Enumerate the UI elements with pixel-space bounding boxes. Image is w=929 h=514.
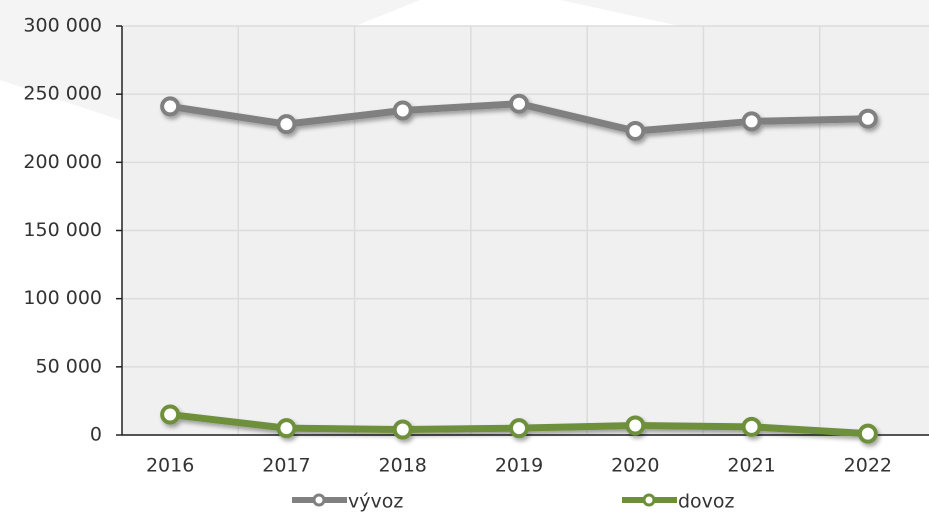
point <box>160 96 181 117</box>
point <box>392 419 413 440</box>
y-tick-label: 100 000 <box>23 287 102 309</box>
y-tick-label: 150 000 <box>23 219 102 241</box>
series <box>160 404 878 444</box>
series <box>160 93 878 141</box>
point <box>160 404 181 425</box>
point <box>392 100 413 121</box>
x-tick-label: 2021 <box>727 455 775 477</box>
x-tick-label: 2019 <box>495 455 543 477</box>
point <box>741 111 762 132</box>
y-tick-label: 300 000 <box>23 15 102 37</box>
point <box>276 114 297 135</box>
point <box>625 120 646 141</box>
y-tick-label: 50 000 <box>36 355 102 377</box>
x-tick-label: 2022 <box>844 455 892 477</box>
point <box>625 415 646 436</box>
legend-marker <box>642 493 656 507</box>
legend-label: dovoz <box>678 491 735 513</box>
x-tick-label: 2020 <box>611 455 659 477</box>
point <box>741 416 762 437</box>
legend-label: vývoz <box>348 491 403 513</box>
y-tick-label: 250 000 <box>23 83 102 105</box>
point <box>857 423 878 444</box>
point <box>509 93 529 114</box>
x-tick-label: 2018 <box>379 455 427 477</box>
y-tick-label: 200 000 <box>23 151 102 173</box>
x-tick-label: 2016 <box>146 455 194 477</box>
y-tick-label: 0 <box>90 424 102 446</box>
legend-marker <box>312 493 326 507</box>
point <box>509 418 529 439</box>
x-tick-label: 2017 <box>262 455 310 477</box>
point <box>276 418 297 439</box>
point <box>857 108 878 129</box>
